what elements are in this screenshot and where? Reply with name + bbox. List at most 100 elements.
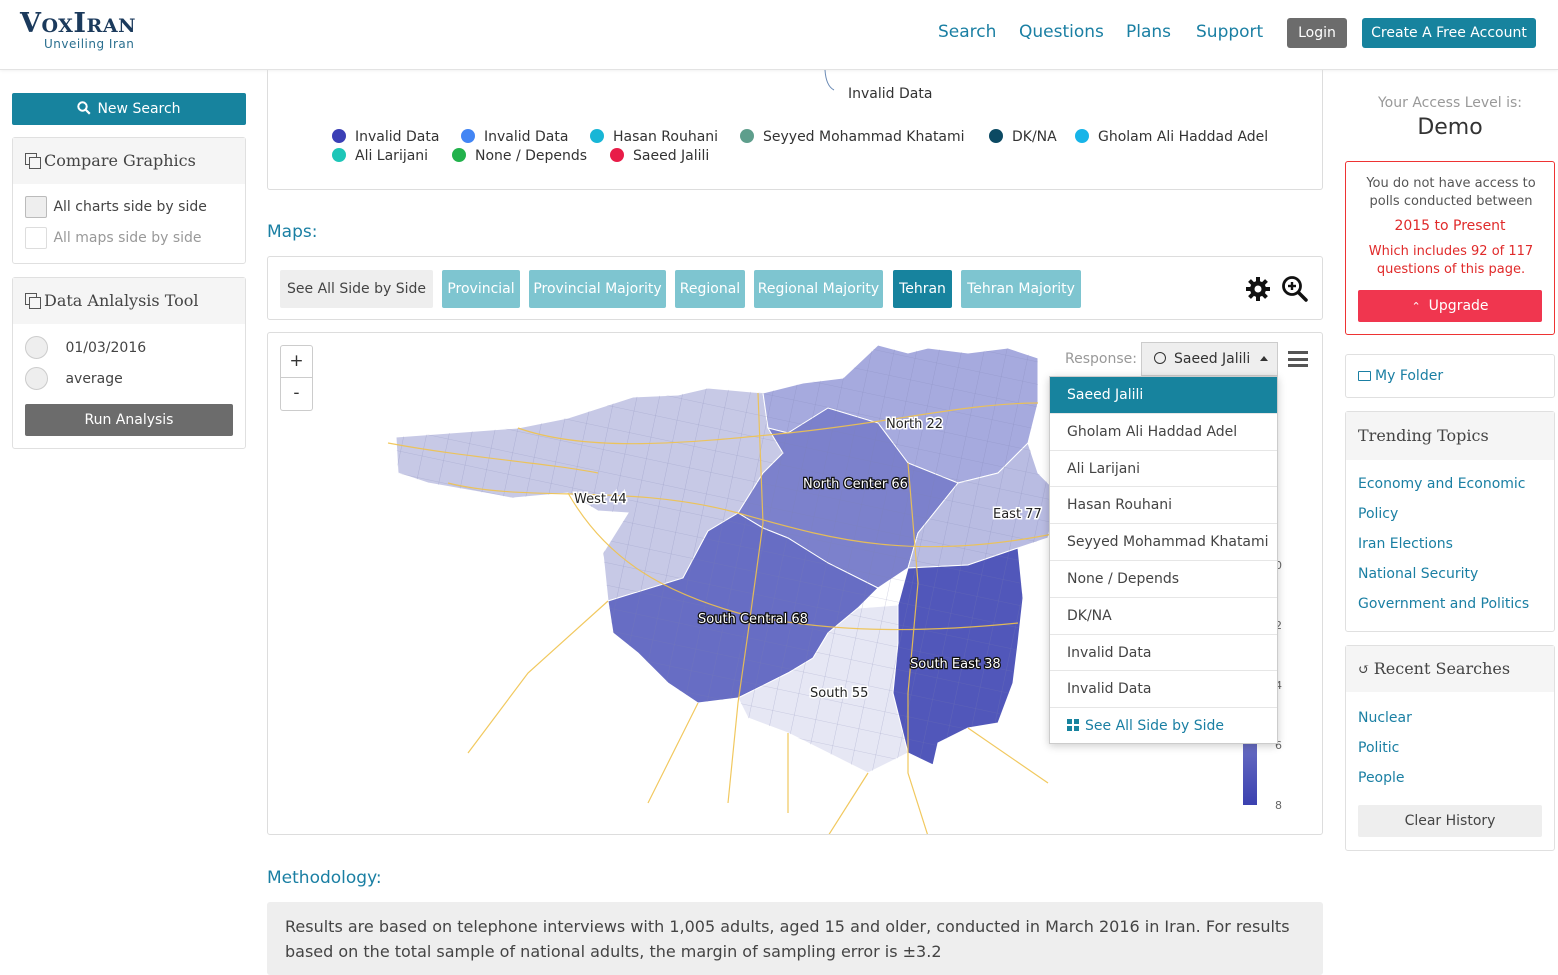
- trending-topic-link[interactable]: National Security: [1358, 566, 1479, 582]
- trending-topic-link[interactable]: Economy and Economic: [1358, 476, 1526, 492]
- legend-label: Saeed Jalili: [633, 148, 710, 164]
- dropdown-option[interactable]: Hasan Rouhani: [1050, 487, 1277, 525]
- trending-topic-link[interactable]: Iran Elections: [1358, 536, 1453, 552]
- recent-search-link[interactable]: Politic: [1358, 740, 1400, 756]
- legend-dot-icon: [1075, 129, 1089, 143]
- legend-item[interactable]: Invalid Data: [332, 129, 439, 145]
- hamburger-menu-icon[interactable]: [1288, 351, 1308, 367]
- my-folder-panel: My Folder: [1345, 354, 1555, 398]
- brand-tagline: Unveiling Iran: [44, 37, 135, 51]
- my-folder-link[interactable]: My Folder: [1358, 368, 1443, 384]
- response-value: Saeed Jalili: [1174, 351, 1251, 367]
- dropdown-option[interactable]: Seyyed Mohammad Khatami: [1050, 524, 1277, 561]
- search-icon: [77, 101, 92, 115]
- compare-graphics-panel: Compare Graphics All charts side by side…: [12, 137, 246, 264]
- dropdown-option[interactable]: Ali Larijani: [1050, 451, 1277, 488]
- dropdown-option[interactable]: Saeed Jalili: [1050, 377, 1277, 414]
- dropdown-option[interactable]: Invalid Data: [1050, 671, 1277, 709]
- legend-item[interactable]: Hasan Rouhani: [590, 129, 718, 145]
- chart-legend-panel: Invalid Data Invalid Data Invalid Data Has…: [267, 70, 1323, 190]
- legend-dot-icon: [989, 129, 1003, 143]
- copy-icon: [25, 293, 41, 309]
- average-radio[interactable]: [25, 367, 48, 390]
- legend-item[interactable]: Seyyed Mohammad Khatami: [740, 129, 965, 145]
- tab-provincial-majority[interactable]: Provincial Majority: [529, 270, 666, 308]
- recent-search-link[interactable]: People: [1358, 770, 1405, 786]
- trending-topic-link[interactable]: Government and Politics: [1358, 596, 1530, 612]
- all-charts-checkbox[interactable]: [25, 196, 47, 218]
- folder-icon: [1358, 371, 1371, 381]
- nav-questions[interactable]: Questions: [1019, 22, 1104, 42]
- trending-topics-header: Trending Topics: [1346, 412, 1554, 460]
- zoom-in-icon[interactable]: [1281, 275, 1309, 303]
- nav-plans[interactable]: Plans: [1126, 22, 1172, 42]
- dropdown-option[interactable]: None / Depends: [1050, 561, 1277, 598]
- clear-history-button[interactable]: Clear History: [1358, 805, 1542, 837]
- site-logo[interactable]: VoxIran Unveiling Iran: [20, 8, 136, 51]
- response-dropdown[interactable]: Saeed Jalili Gholam Ali Haddad Adel Ali …: [1049, 376, 1278, 744]
- map-zoom-in-button[interactable]: +: [280, 345, 313, 378]
- login-button[interactable]: Login: [1287, 18, 1347, 48]
- street-grid: [396, 345, 1058, 773]
- tab-regional-majority[interactable]: Regional Majority: [754, 270, 883, 308]
- tab-provincial[interactable]: Provincial: [442, 270, 520, 308]
- date-label: 01/03/2016: [65, 339, 147, 356]
- legend-item[interactable]: Gholam Ali Haddad Adel: [1075, 129, 1268, 145]
- date-radio[interactable]: [25, 336, 48, 359]
- scale-ticks: 0 2 4 6 8: [1275, 559, 1282, 812]
- label-south-central: South Central 68: [698, 612, 808, 627]
- dropdown-see-all[interactable]: See All Side by Side: [1050, 708, 1277, 745]
- tab-tehran[interactable]: Tehran: [893, 270, 952, 308]
- new-search-button[interactable]: New Search: [12, 93, 246, 125]
- legend-dot-icon: [452, 148, 466, 162]
- legend-item[interactable]: DK/NA: [989, 129, 1057, 145]
- label-south: South 55: [810, 686, 868, 701]
- label-north-center: North Center 66: [803, 477, 908, 492]
- upgrade-label: Upgrade: [1428, 298, 1489, 314]
- maps-title: Maps:: [267, 222, 318, 242]
- legend-dot-icon: [461, 129, 475, 143]
- nav-search[interactable]: Search: [938, 22, 997, 42]
- legend-item[interactable]: Ali Larijani: [332, 148, 428, 164]
- scale-tick-label: 4: [1275, 679, 1282, 692]
- access-warning-box: You do not have access to polls conducte…: [1345, 161, 1555, 335]
- legend-label: Invalid Data: [355, 129, 440, 145]
- create-account-button[interactable]: Create A Free Account: [1362, 18, 1536, 48]
- map-zoom-out-button[interactable]: -: [280, 378, 313, 411]
- scale-tick-label: 2: [1275, 619, 1282, 632]
- tab-tehran-majority[interactable]: Tehran Majority: [961, 270, 1081, 308]
- legend-label: DK/NA: [1012, 129, 1057, 145]
- all-charts-label: All charts side by side: [53, 199, 207, 215]
- upgrade-button[interactable]: ⌃ Upgrade: [1358, 290, 1542, 322]
- recent-searches-title: Recent Searches: [1373, 659, 1511, 678]
- nav-support[interactable]: Support: [1196, 22, 1264, 42]
- run-analysis-button[interactable]: Run Analysis: [25, 404, 233, 436]
- tehran-map[interactable]: North 22 North Center 66 West 44 East 77…: [268, 333, 1323, 835]
- access-level-value: Demo: [1417, 115, 1483, 140]
- label-west: West 44: [574, 492, 627, 507]
- date-option[interactable]: 01/03/2016: [25, 336, 146, 359]
- legend-item[interactable]: None / Depends: [452, 148, 587, 164]
- legend-item[interactable]: Saeed Jalili: [610, 148, 709, 164]
- legend-label: Gholam Ali Haddad Adel: [1098, 129, 1269, 145]
- average-option[interactable]: average: [25, 367, 123, 390]
- legend-item[interactable]: Invalid Data: [461, 129, 568, 145]
- trending-topic-link[interactable]: Policy: [1358, 506, 1399, 522]
- response-select[interactable]: Saeed Jalili: [1141, 342, 1278, 376]
- recent-search-link[interactable]: Nuclear: [1358, 710, 1412, 726]
- all-maps-checkbox[interactable]: [25, 227, 47, 249]
- dropdown-option[interactable]: Invalid Data: [1050, 635, 1277, 672]
- legend-label: Invalid Data: [484, 129, 569, 145]
- all-maps-label: All maps side by side: [53, 230, 202, 246]
- tab-see-all[interactable]: See All Side by Side: [280, 270, 433, 308]
- dropdown-option[interactable]: Gholam Ali Haddad Adel: [1050, 414, 1277, 451]
- warning-range: 2015 to Present: [1394, 218, 1506, 234]
- legend-label: Ali Larijani: [355, 148, 429, 164]
- tab-regional[interactable]: Regional: [675, 270, 745, 308]
- all-charts-option[interactable]: All charts side by side: [25, 196, 207, 218]
- legend-dot-icon: [332, 129, 346, 143]
- gear-icon[interactable]: [1245, 276, 1271, 302]
- all-maps-option[interactable]: All maps side by side: [25, 227, 202, 249]
- dropdown-option[interactable]: DK/NA: [1050, 598, 1277, 635]
- my-folder-label: My Folder: [1375, 368, 1444, 384]
